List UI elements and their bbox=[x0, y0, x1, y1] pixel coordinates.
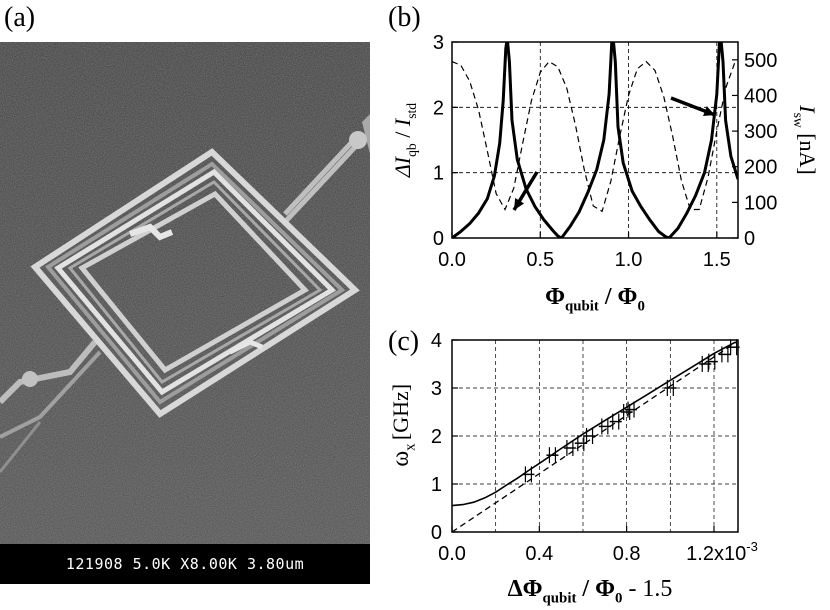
x-axis-label: Φqubit / Φ0 bbox=[545, 284, 645, 315]
x-tick-label: 1.0 bbox=[615, 249, 643, 271]
chart-c: 0 1 2 3 4 0.0 0.4 0.8 1.2x10-3 ωx [GHz] ΔΦqubit / Φ… bbox=[388, 330, 758, 607]
x-tick-label: 0.8 bbox=[613, 543, 641, 565]
series-line-dashed bbox=[452, 341, 737, 532]
y-tick-label: 2 bbox=[433, 97, 444, 119]
y2-tick-label: 200 bbox=[744, 157, 777, 179]
y-tick-label: 1 bbox=[431, 474, 442, 496]
x-tick-label: 0.0 bbox=[438, 249, 466, 271]
y2-tick-label: 500 bbox=[744, 50, 777, 72]
x-tick-label: 1.2x10-3 bbox=[686, 539, 758, 565]
x-tick-label: 0.0 bbox=[438, 543, 466, 565]
x-tick-label: 1.5 bbox=[703, 249, 731, 271]
panel-label-b: (b) bbox=[388, 2, 421, 33]
series-line-solid bbox=[452, 42, 738, 238]
x-tick-label: 0.4 bbox=[525, 543, 553, 565]
plot-frame bbox=[451, 41, 739, 239]
panel-label-c: (c) bbox=[388, 326, 420, 357]
y2-tick-label: 0 bbox=[744, 228, 755, 250]
x-axis-label: ΔΦqubit / Φ0 - 1.5 bbox=[508, 576, 673, 607]
y-axis-unit: [GHz] bbox=[388, 384, 413, 440]
y2-axis-label: Isw [nA] bbox=[791, 104, 820, 175]
series-line-solid bbox=[452, 341, 737, 507]
panel-label-a: (a) bbox=[4, 2, 36, 33]
y-tick-label: 1 bbox=[433, 163, 444, 185]
annotation-arrowhead bbox=[703, 106, 715, 116]
y-tick-label: 4 bbox=[431, 330, 442, 352]
sem-micrograph: 121908 5.0K X8.00K 3.80um bbox=[0, 42, 374, 584]
sem-image bbox=[0, 42, 374, 552]
y-tick-label: 3 bbox=[433, 32, 444, 54]
y2-tick-label: 400 bbox=[744, 85, 777, 107]
x-tick-label: 0.5 bbox=[526, 249, 554, 271]
y-tick-label: 0 bbox=[433, 228, 444, 250]
y-tick-label: 0 bbox=[431, 522, 442, 544]
y-tick-label: 3 bbox=[431, 378, 442, 400]
series-line-dashed bbox=[452, 60, 738, 213]
y-axis-symbol: ωx bbox=[388, 443, 419, 467]
chart-b: 0 1 2 3 0 100 200 300 400 500 0.0 0.5 1.0 1.5 ΔIqb / I… bbox=[390, 32, 820, 315]
y2-tick-label: 300 bbox=[744, 121, 777, 143]
y2-tick-label: 100 bbox=[744, 192, 777, 214]
annotation-arrowhead bbox=[514, 198, 525, 210]
y-tick-label: 2 bbox=[431, 426, 442, 448]
sem-scale-caption: 121908 5.0K X8.00K 3.80um bbox=[0, 544, 370, 584]
y-axis-label: ΔIqb / Istd bbox=[390, 103, 419, 178]
